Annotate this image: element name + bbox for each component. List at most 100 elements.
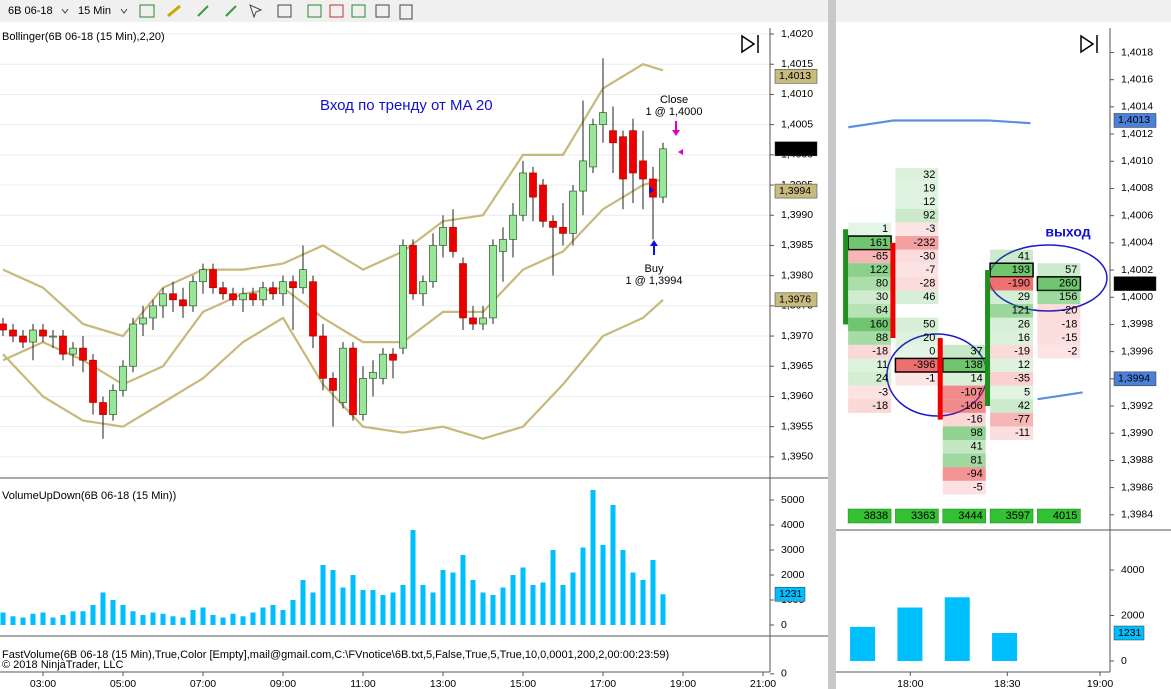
y-tick-label: 1,3980 — [781, 269, 813, 281]
candle-body — [99, 402, 107, 415]
footprint-cell — [942, 344, 986, 359]
volume-bar — [650, 560, 656, 625]
footprint-value: -35 — [1014, 373, 1030, 385]
candle-body — [139, 317, 147, 325]
candle-body — [549, 220, 557, 228]
volume-bar — [90, 605, 96, 625]
y-tick-label: 0 — [781, 668, 787, 680]
candle-body — [79, 347, 87, 361]
volume-bar — [580, 547, 586, 625]
footprint-value: -106 — [961, 400, 983, 412]
footprint-cell — [895, 208, 939, 223]
footprint-value: -396 — [913, 359, 935, 371]
footprint-value: 92 — [923, 210, 935, 222]
footprint-value: 5 — [1024, 386, 1030, 398]
total-value: 3838 — [864, 510, 888, 522]
candle-body — [539, 184, 547, 222]
volume-bar — [897, 607, 923, 662]
candle-body — [519, 172, 527, 216]
volume-bar — [420, 585, 426, 625]
volume-bar — [200, 607, 206, 625]
volume-bar — [540, 582, 546, 625]
footprint-cell — [990, 412, 1034, 427]
footprint-cell — [990, 358, 1034, 373]
volume-bar — [530, 585, 536, 625]
footprint-cell — [895, 222, 939, 237]
toolbar-right — [836, 0, 1171, 22]
footprint-value: 260 — [1059, 278, 1077, 290]
footprint-cell — [895, 236, 939, 250]
y-tick-label: 1,4020 — [781, 28, 813, 40]
candle-body — [589, 124, 597, 168]
y-tick-label: 1,4002 — [1121, 264, 1153, 276]
footprint-cell — [848, 290, 892, 305]
footprint-cell — [990, 372, 1034, 386]
footprint-cell — [942, 453, 986, 468]
volume-bar — [120, 605, 126, 625]
candle-body — [219, 287, 227, 295]
volume-bar — [70, 611, 76, 625]
footprint-cell — [895, 372, 939, 386]
footprint-value: 26 — [1018, 318, 1030, 330]
y-tick-label: 1,3985 — [781, 239, 813, 251]
footprint-cell — [942, 426, 986, 441]
footprint-cell — [848, 222, 892, 237]
footprint-body — [937, 338, 943, 420]
y-tick-label: 1,4008 — [1121, 182, 1153, 194]
footprint-value: 14 — [970, 373, 982, 385]
footprint-cell — [848, 263, 892, 277]
volume-marker — [1113, 625, 1145, 641]
candle-body — [229, 293, 237, 301]
footprint-value: 122 — [870, 264, 888, 276]
footprint-cell — [1036, 276, 1082, 292]
candle-body — [189, 281, 197, 307]
indicator-line — [2, 63, 664, 338]
footprint-value: 32 — [923, 169, 935, 181]
volume-bar — [130, 611, 136, 625]
candle-body — [619, 136, 627, 180]
y-tick-label: 4000 — [781, 519, 805, 531]
candle-body — [569, 190, 577, 234]
footprint-value: -3 — [878, 386, 888, 398]
volume-bar — [520, 567, 526, 625]
volume-bar — [50, 617, 56, 625]
candle-body — [69, 347, 77, 355]
volume-bar — [390, 592, 396, 625]
footprint-cell — [895, 317, 939, 332]
exit-label: Close — [660, 94, 688, 106]
footprint-cell — [848, 304, 892, 318]
footprint-cell — [990, 399, 1034, 413]
candle-body — [29, 329, 37, 343]
footprint-cell — [895, 181, 939, 196]
plot-layer — [0, 33, 1083, 625]
candle-body — [639, 160, 647, 180]
candle-body — [559, 226, 567, 234]
volume-bar — [20, 617, 26, 625]
volume-bar — [270, 605, 276, 625]
splitter[interactable] — [828, 0, 836, 689]
y-tick-label: 3000 — [781, 544, 805, 556]
footprint-value: 29 — [1018, 291, 1030, 303]
y-tick-label: 1,4005 — [781, 118, 813, 130]
candle-body — [349, 347, 357, 415]
interval-selector[interactable]: 15 Min — [78, 5, 111, 17]
y-tick-label: 1,4010 — [781, 88, 813, 100]
candle-body — [179, 299, 187, 307]
footprint-cell — [990, 331, 1034, 345]
indicator-line — [1037, 391, 1083, 401]
y-tick-label: 1,4000 — [1121, 291, 1153, 303]
footprint-cell — [942, 480, 986, 495]
scroll-end-buttons[interactable] — [741, 34, 1098, 54]
candle-body — [659, 148, 667, 198]
panel-title: Bollinger(6B 06-18 (15 Min),2,20) — [2, 31, 165, 43]
y-tick-label: 1,3950 — [781, 451, 813, 463]
footprint-cell — [895, 263, 939, 277]
footprint-cell — [848, 344, 892, 359]
footprint-value: 57 — [1065, 264, 1077, 276]
footprint-value: 138 — [964, 359, 982, 371]
volume-bar — [330, 570, 336, 625]
volume-bar — [260, 607, 266, 625]
footprint-cell — [942, 440, 986, 454]
symbol-selector[interactable]: 6B 06-18 — [8, 5, 53, 17]
x-tick-label: 13:00 — [430, 678, 456, 689]
